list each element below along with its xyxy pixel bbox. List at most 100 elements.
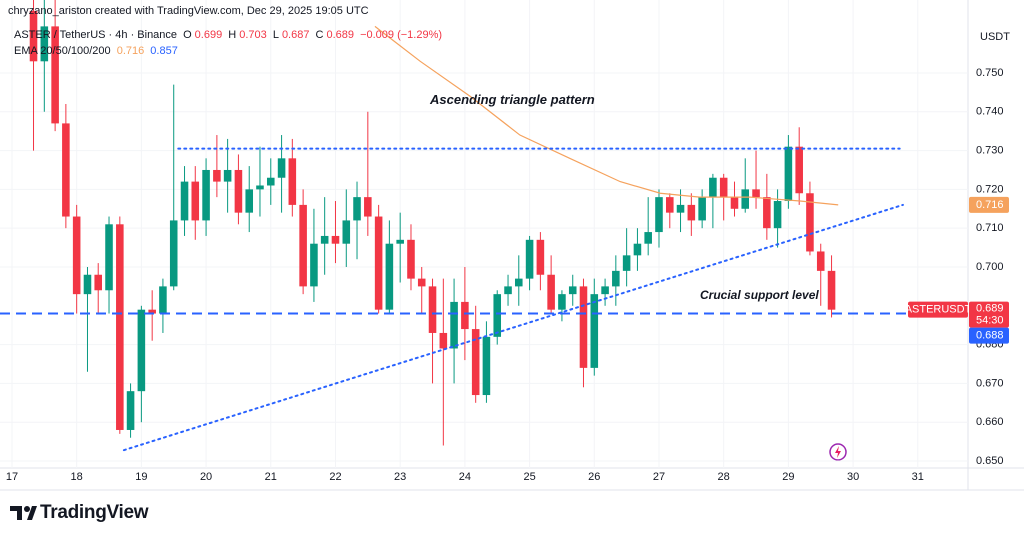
- ema-price-label: 0.716: [976, 199, 1004, 211]
- y-tick-label: 0.730: [976, 144, 1004, 156]
- candle-body: [784, 146, 793, 202]
- x-tick-label: 31: [912, 471, 924, 483]
- candle-body: [320, 235, 329, 244]
- annotation: Crucial support level: [700, 288, 819, 302]
- candle-body: [773, 201, 782, 229]
- candle-body: [579, 286, 588, 368]
- ohlc-label: C: [315, 29, 324, 41]
- candle-body: [590, 294, 599, 368]
- candle-body: [62, 123, 70, 217]
- candle-body: [72, 216, 81, 295]
- y-tick-label: 0.700: [976, 261, 1004, 273]
- y-axis-unit: USDT: [980, 31, 1010, 43]
- candle-body: [126, 391, 135, 430]
- y-tick-label: 0.710: [976, 222, 1004, 234]
- x-tick-label: 21: [265, 471, 277, 483]
- candle-body: [558, 294, 566, 310]
- candle-body: [612, 270, 620, 287]
- candle-body: [137, 309, 146, 392]
- candle-body: [364, 197, 372, 217]
- axes: USDT0.6500.6600.6700.6800.7000.7100.7200…: [6, 31, 1010, 483]
- x-tick-label: 27: [653, 471, 665, 483]
- candle-body: [331, 235, 340, 244]
- y-tick-label: 0.650: [976, 455, 1004, 467]
- ohlc-label: O: [183, 29, 192, 41]
- marks: [0, 0, 968, 452]
- candle-body: [655, 197, 663, 233]
- candle-body: [223, 169, 232, 182]
- logo: TradingView: [40, 502, 149, 523]
- candle-body: [450, 301, 458, 349]
- candle-body: [116, 224, 124, 430]
- candle-body: [816, 251, 825, 271]
- candle-body: [310, 243, 318, 287]
- candle-body: [83, 274, 92, 295]
- candle-body: [277, 158, 286, 178]
- indicator-name[interactable]: EMA 20/50/100/200: [14, 45, 111, 57]
- ohlc-value: 0.689: [326, 29, 355, 41]
- candle-body: [644, 232, 652, 244]
- candle-body: [795, 146, 803, 194]
- candle-body: [342, 220, 351, 244]
- support-price-box: [969, 327, 1009, 344]
- ohlc-label: H: [228, 29, 237, 41]
- candle-body: [29, 10, 38, 62]
- header: chryzano_ariston created with TradingVie…: [8, 5, 369, 17]
- candle-body: [547, 274, 555, 310]
- candle-body: [687, 204, 696, 221]
- candle-body: [806, 193, 814, 252]
- x-tick-label: 23: [394, 471, 406, 483]
- candle-body: [525, 239, 534, 279]
- y-tick-label: 0.720: [976, 183, 1004, 195]
- candle-body: [407, 239, 415, 279]
- candle-body: [245, 189, 254, 213]
- x-tick-label: 22: [329, 471, 341, 483]
- candle-body: [417, 278, 426, 287]
- candle-body: [719, 177, 728, 198]
- ohlc-label: L: [272, 29, 279, 41]
- candle-body: [169, 220, 178, 287]
- countdown: 54:30: [976, 315, 1004, 327]
- candle-body: [148, 309, 156, 314]
- candle-body: [105, 224, 113, 291]
- symbol-tag-box: [908, 301, 968, 318]
- candle-body: [514, 278, 523, 287]
- candle-body: [568, 286, 577, 295]
- ohlc-value: 0.687: [281, 29, 310, 41]
- x-tick-label: 25: [523, 471, 535, 483]
- support-price-label: 0.688: [976, 330, 1004, 342]
- y-tick-label: 0.750: [976, 67, 1004, 79]
- candle-body: [827, 270, 836, 310]
- candle-body: [504, 286, 512, 295]
- candle-body: [256, 185, 264, 190]
- indicator-value: 0.716: [116, 45, 145, 57]
- candle-body: [299, 204, 307, 287]
- trend-line: [122, 203, 904, 452]
- candle-body: [396, 239, 404, 244]
- x-tick-label: 18: [71, 471, 83, 483]
- x-tick-label: 28: [718, 471, 730, 483]
- x-tick-label: 26: [588, 471, 600, 483]
- last-price-box: [969, 301, 1009, 328]
- legend-main: ASTER / TetherUS · 4h · Binance O 0.699 H…: [14, 29, 445, 41]
- annotation: Ascending triangle pattern: [430, 92, 595, 107]
- x-tick-label: 20: [200, 471, 212, 483]
- candle-body: [234, 169, 243, 213]
- candle-body: [439, 332, 448, 349]
- candle-body: [482, 336, 491, 396]
- legend-indicator: EMA 20/50/100/200 0.716 0.857: [14, 45, 181, 57]
- indicator-value: 0.857: [150, 45, 178, 57]
- symbol[interactable]: ASTER / TetherUS · 4h · Binance: [14, 29, 178, 41]
- x-tick-label: 19: [135, 471, 147, 483]
- candle-body: [763, 197, 771, 229]
- candle-body: [493, 294, 502, 337]
- y-tick-label: 0.670: [976, 377, 1004, 389]
- alert-icon[interactable]: [829, 443, 847, 461]
- candle-body: [676, 204, 685, 213]
- ohlc-value: 0.703: [239, 29, 267, 41]
- candle-body: [353, 197, 361, 221]
- ema-price-box: [969, 196, 1009, 213]
- candle-body: [709, 177, 717, 198]
- candle-body: [266, 177, 275, 186]
